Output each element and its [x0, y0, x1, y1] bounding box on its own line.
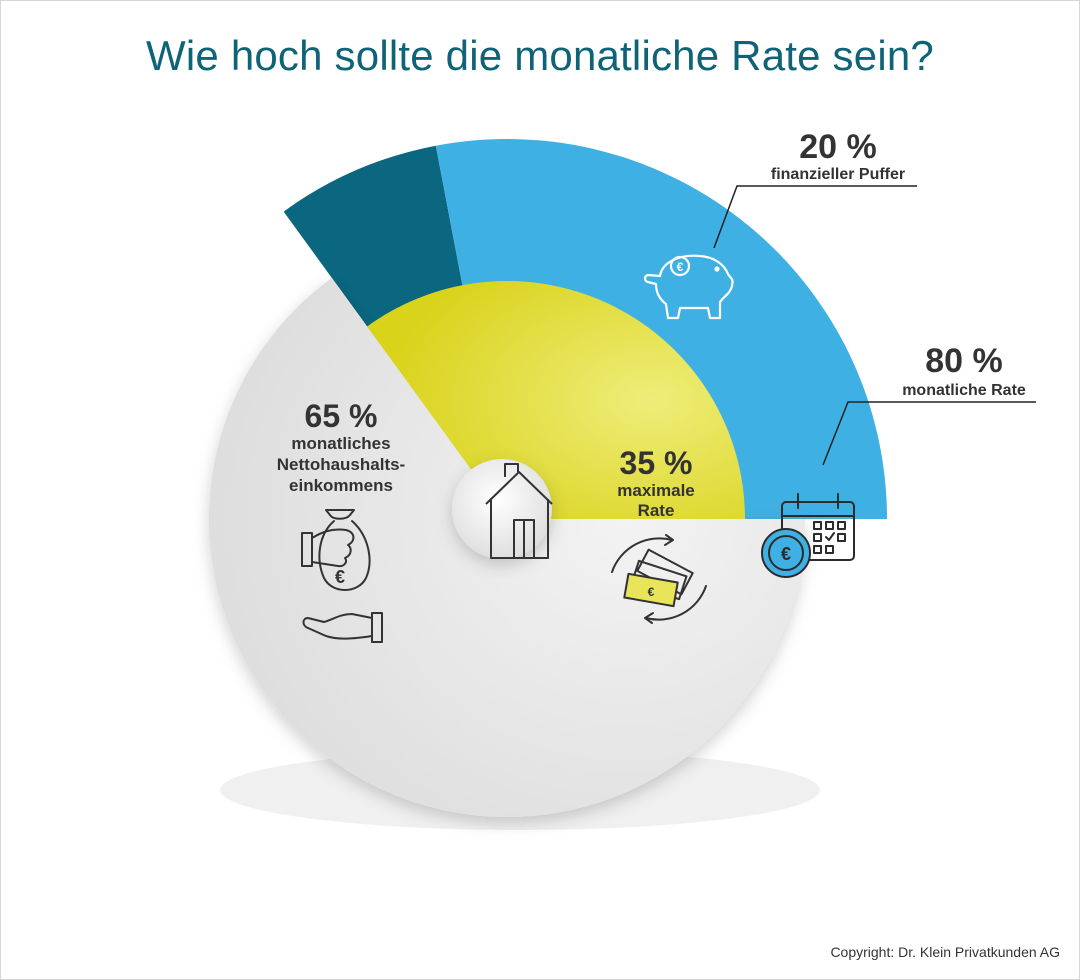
svg-text:€: € — [335, 567, 345, 587]
svg-text:€: € — [648, 585, 655, 599]
rate-label-line-2: Rate — [638, 501, 675, 520]
callout-line-monthly — [822, 401, 1036, 466]
income-label-line-2: Nettohaushalts- — [277, 455, 405, 474]
income-label-line-3: einkommens — [289, 476, 393, 495]
copyright: Copyright: Dr. Klein Privatkunden AG — [830, 944, 1060, 960]
hand-with-money-bag-icon: € — [301, 509, 371, 591]
buffer-percent: 20 % — [799, 128, 877, 166]
svg-text:€: € — [781, 544, 791, 564]
monthly-rate-ring-segment — [435, 139, 887, 519]
rate-slice — [367, 280, 745, 519]
income-label-line-1: monatliches — [291, 434, 390, 453]
callout-line-buffer — [713, 185, 917, 249]
piggy-bank-icon: € — [643, 254, 734, 320]
house-icon — [485, 463, 553, 559]
banknotes-cycle-icon: € — [611, 534, 707, 624]
income-percent: 65 % — [305, 398, 378, 434]
rate-label-line-1: maximale — [617, 481, 695, 500]
open-hand-icon — [302, 612, 383, 643]
center-disc — [452, 459, 552, 559]
monthly-percent: 80 % — [925, 342, 1003, 380]
chart-title: Wie hoch sollte die monatliche Rate sein… — [146, 32, 934, 79]
rate-percent: 35 % — [620, 445, 693, 481]
buffer-ring-segment — [283, 145, 467, 343]
svg-text:€: € — [677, 260, 684, 274]
buffer-label: finanzieller Puffer — [771, 166, 905, 183]
calendar-euro-coin-icon: € — [761, 493, 855, 578]
monthly-label: monatliche Rate — [902, 382, 1026, 399]
